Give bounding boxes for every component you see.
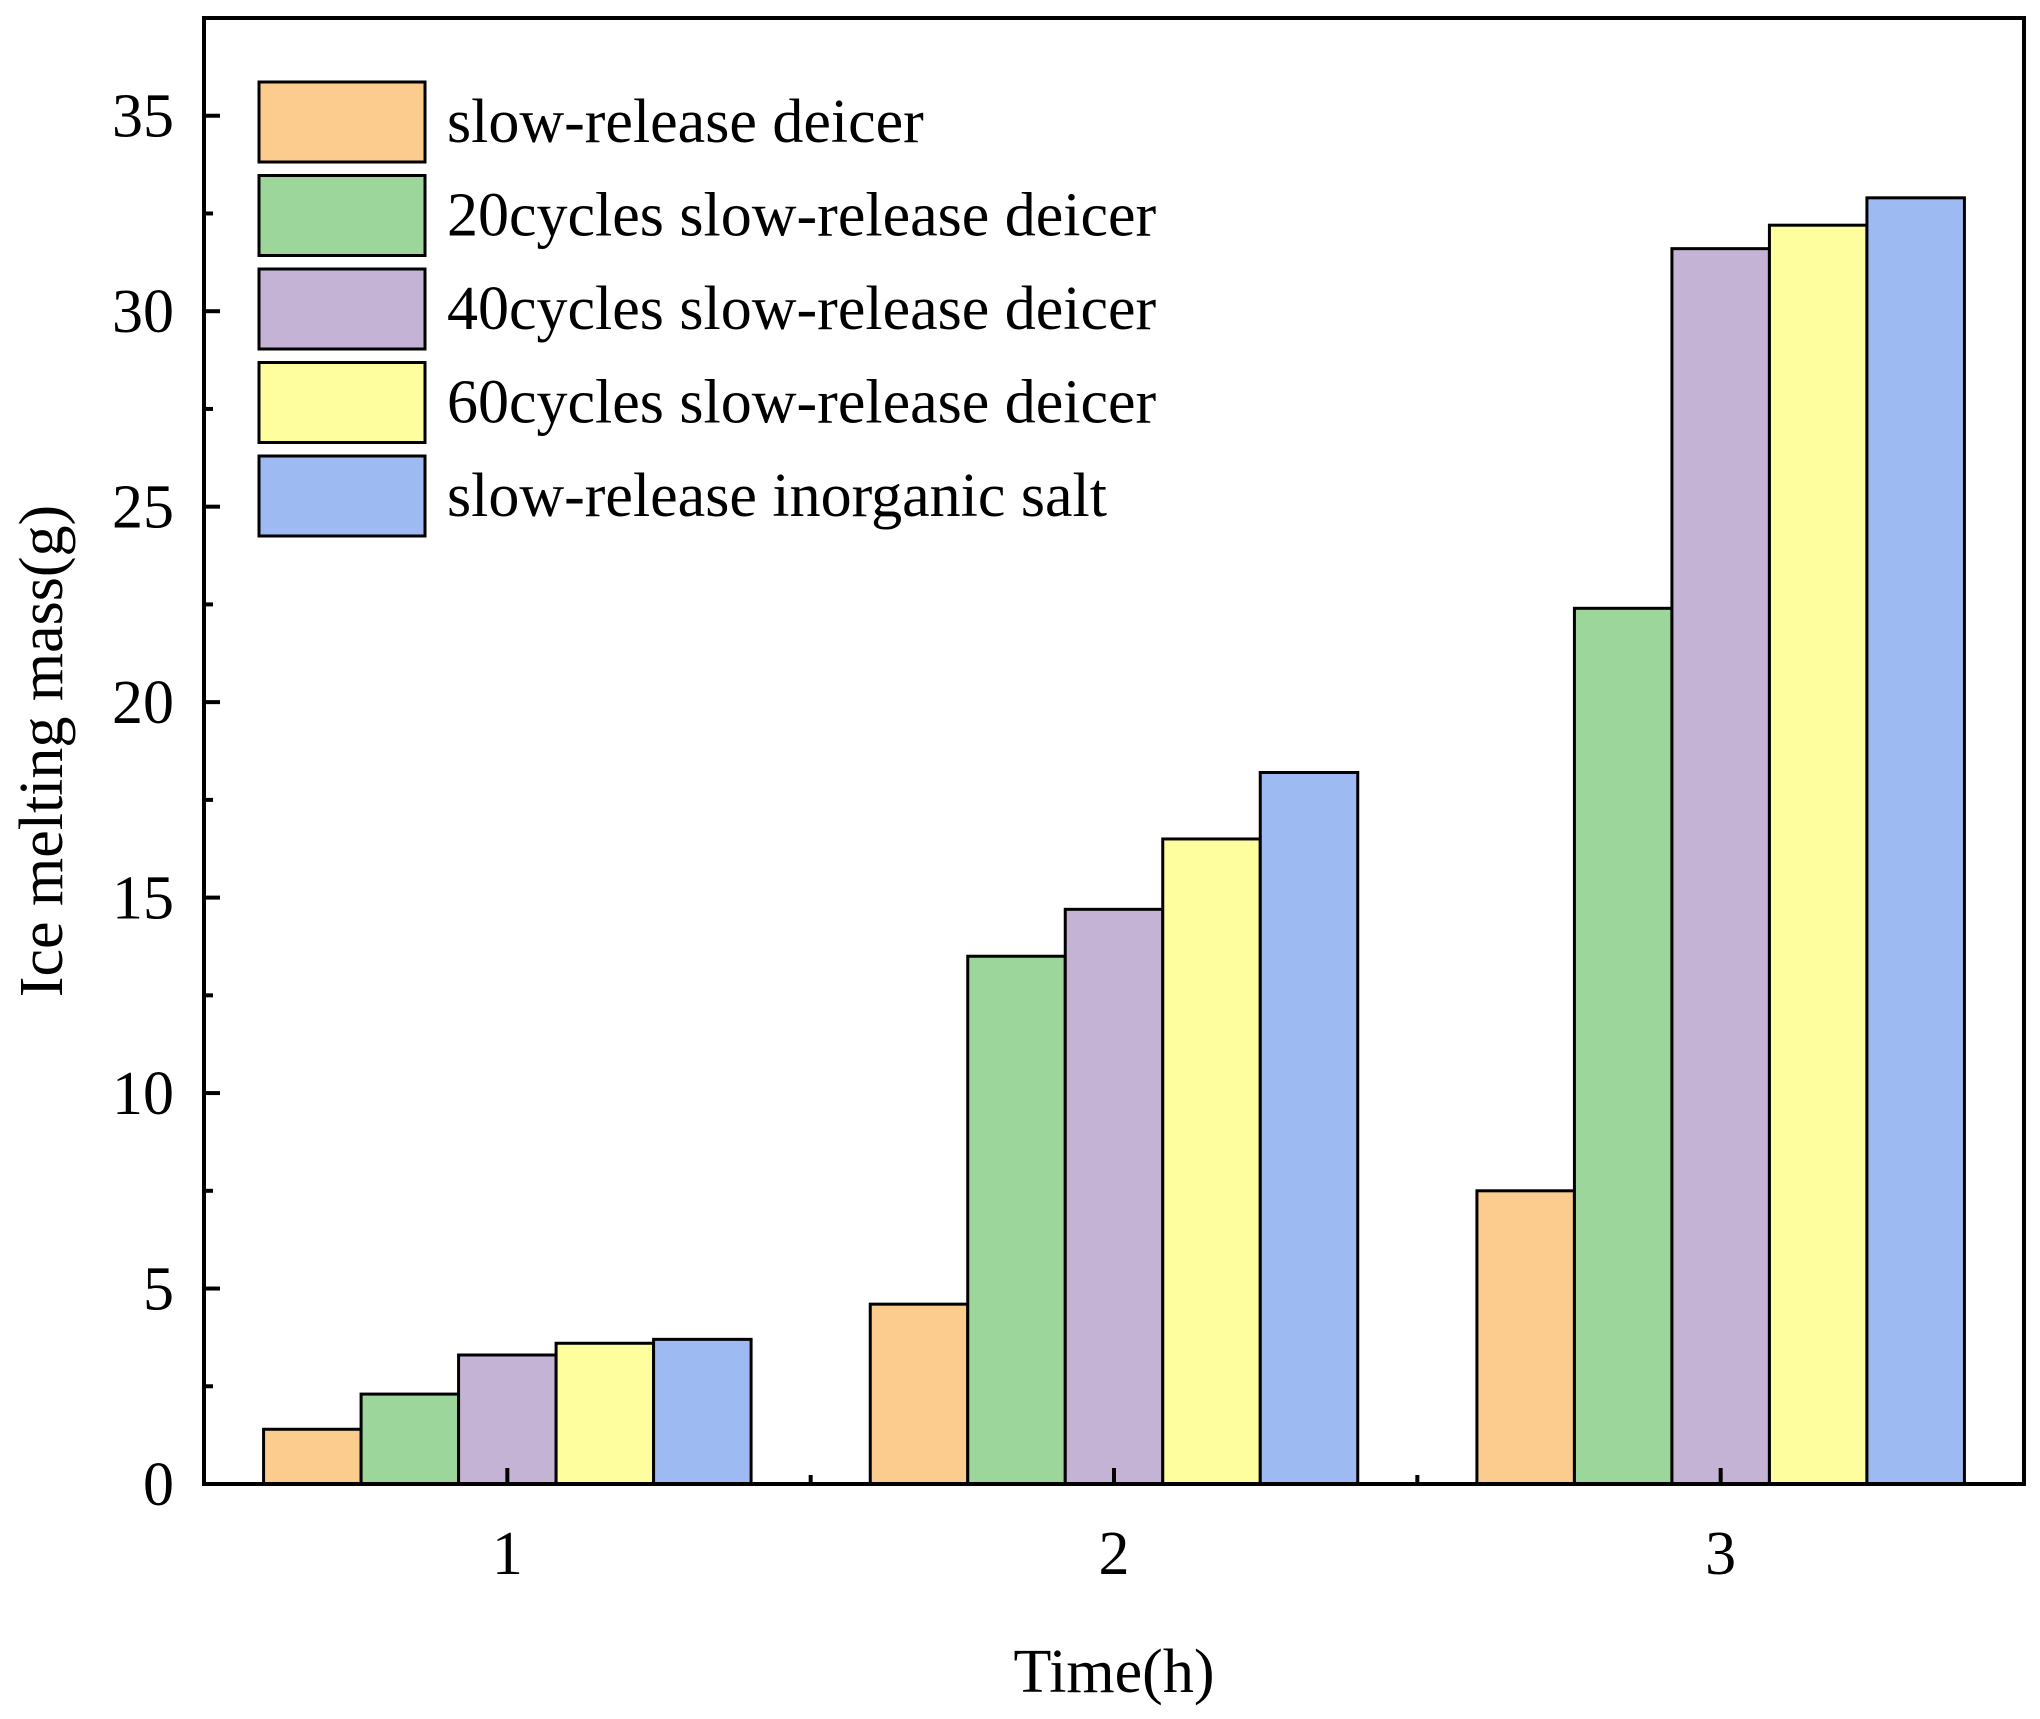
legend-label-1: slow-release deicer bbox=[447, 88, 924, 156]
x-tick-label: 1 bbox=[492, 1520, 523, 1588]
bar-1-time-1 bbox=[262, 1427, 363, 1486]
bar-5-time-3 bbox=[1865, 196, 1966, 1486]
legend-label-4: 60cycles slow-release deicer bbox=[447, 369, 1157, 437]
y-tick-label: 35 bbox=[112, 83, 174, 151]
legend-label-5: slow-release inorganic salt bbox=[447, 462, 1107, 530]
bar-5-time-1 bbox=[652, 1337, 753, 1486]
y-tick-label: 25 bbox=[112, 474, 174, 542]
axis-ticks: 0 5 10 15 20 25 30 35 1 2 3 bbox=[112, 83, 1736, 1588]
bar-4-time-2 bbox=[1161, 837, 1262, 1486]
bar-4-time-3 bbox=[1767, 223, 1869, 1486]
y-tick-label: 10 bbox=[112, 1060, 174, 1128]
y-tick-label: 15 bbox=[112, 865, 174, 933]
y-tick-label: 0 bbox=[143, 1451, 174, 1519]
legend-swatch-2 bbox=[257, 174, 427, 257]
bar-1-time-2 bbox=[868, 1302, 970, 1486]
legend-swatch-3 bbox=[257, 267, 427, 351]
bar-5-time-2 bbox=[1258, 771, 1360, 1486]
bar-1-time-3 bbox=[1475, 1189, 1576, 1486]
y-tick-label: 30 bbox=[112, 278, 174, 346]
legend: slow-release deicer 20cycles slow-release… bbox=[257, 80, 1157, 538]
bar-2-time-3 bbox=[1572, 606, 1674, 1486]
legend-swatch-4 bbox=[257, 361, 427, 444]
legend-label-3: 40cycles slow-release deicer bbox=[447, 275, 1157, 343]
bar-3-time-3 bbox=[1670, 247, 1771, 1486]
bar-2-time-2 bbox=[966, 954, 1067, 1486]
bar-4-time-1 bbox=[554, 1341, 656, 1486]
legend-label-2: 20cycles slow-release deicer bbox=[447, 182, 1157, 250]
y-tick-label: 5 bbox=[143, 1256, 174, 1324]
x-axis-title: Time(h) bbox=[1014, 1638, 1215, 1706]
x-tick-label: 2 bbox=[1099, 1520, 1130, 1588]
bar-3-time-1 bbox=[457, 1353, 558, 1486]
bar-2-time-1 bbox=[359, 1392, 461, 1486]
bars-layer bbox=[262, 196, 1966, 1486]
x-tick-label: 3 bbox=[1705, 1520, 1736, 1588]
legend-swatch-1 bbox=[257, 80, 427, 164]
y-axis-title: Ice melting mass(g) bbox=[8, 505, 76, 997]
y-tick-label: 20 bbox=[112, 669, 174, 737]
legend-swatch-5 bbox=[257, 454, 427, 538]
bar-3-time-2 bbox=[1063, 907, 1165, 1486]
